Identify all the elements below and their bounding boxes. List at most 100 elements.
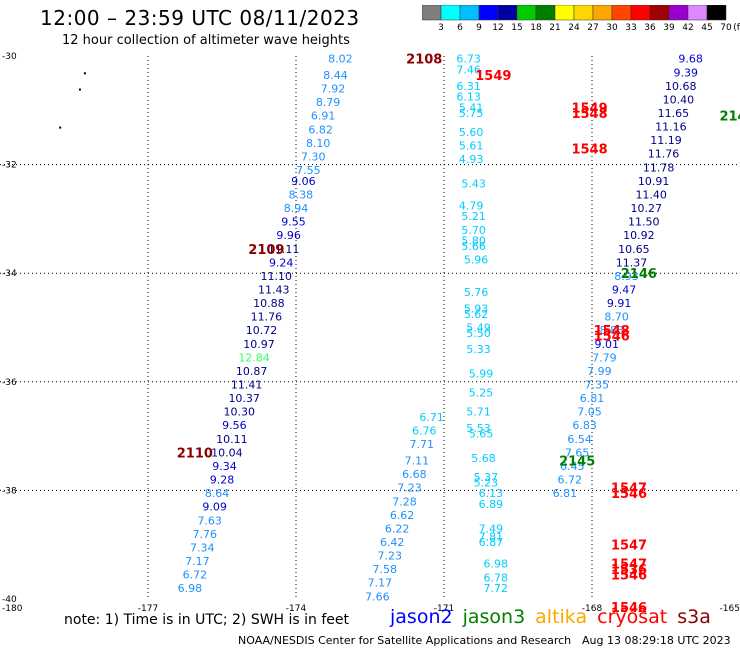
wave-height-point: 5.53 [466, 422, 491, 435]
wave-height-point: 6.72 [558, 474, 583, 487]
x-tick-label: -165 [720, 604, 740, 612]
wave-height-point: 6.73 [456, 53, 481, 66]
wave-height-point: 9.06 [291, 175, 316, 188]
wave-height-point: 7.23 [397, 482, 422, 495]
pass-time-label: 1547 [611, 539, 647, 554]
pass-time-label: 1549 [611, 607, 647, 612]
y-tick-label: -32 [2, 161, 17, 171]
wave-height-point: 7.76 [192, 528, 217, 541]
wave-height-point: 6.31 [456, 80, 481, 93]
wave-height-point: 9.34 [212, 460, 237, 473]
wave-height-point: 6.45 [560, 460, 585, 473]
wave-height-point: 6.22 [385, 522, 410, 535]
color-scale-tick: 45 [701, 23, 712, 33]
pass-time-label: 1546 [611, 487, 647, 502]
pass-time-label: 1546 [594, 330, 630, 345]
wave-height-point: 8.70 [604, 311, 629, 324]
wave-height-point: 5.50 [466, 327, 491, 340]
x-tick-label: -171 [434, 604, 454, 612]
wave-height-point: 11.10 [261, 270, 293, 283]
pass-time-label: 1549 [571, 102, 607, 117]
wave-height-point: 6.71 [419, 411, 444, 424]
wave-height-point: 9.24 [269, 256, 294, 269]
wave-height-point: 7.49 [479, 522, 504, 535]
page-title: 12:00 – 23:59 UTC 08/11/2023 [40, 6, 360, 30]
pass-time-label: 1547 [611, 558, 647, 573]
stray-point [59, 126, 62, 129]
wave-height-point: 6.78 [484, 571, 509, 584]
wave-height-point: 5.93 [464, 302, 489, 315]
wave-height-point: 10.97 [243, 338, 275, 351]
pass-time-label: 1536 [611, 563, 647, 578]
pass-time-label: 2108 [406, 53, 442, 68]
wave-height-point: 11.19 [650, 134, 682, 147]
pass-time-label: 2147 [719, 110, 740, 125]
wave-height-point: 7.17 [368, 577, 393, 590]
wave-height-point: 7.71 [410, 438, 435, 451]
wave-height-point: 7.17 [185, 555, 210, 568]
x-tick-label: -177 [138, 604, 158, 612]
wave-height-point: 6.54 [567, 433, 592, 446]
wave-height-point: 11.11 [268, 243, 300, 256]
wave-height-point: 6.68 [402, 468, 427, 481]
satellite-legend-entry: cryosat [597, 606, 668, 628]
pass-time-label: 1548 [571, 107, 607, 122]
wave-height-point: 4.79 [459, 199, 484, 212]
wave-height-point: 11.40 [635, 188, 667, 201]
wave-height-point: 5.43 [461, 178, 486, 191]
wave-height-point: 6.98 [484, 558, 509, 571]
x-tick-label: -180 [2, 604, 23, 612]
wave-height-point: 5.21 [461, 210, 486, 223]
wave-height-point: 7.11 [405, 455, 430, 468]
stray-point [78, 88, 81, 91]
wave-height-point: 6.81 [580, 392, 605, 405]
wave-height-point: 8.10 [306, 137, 331, 150]
wave-height-point: 9.96 [276, 229, 301, 242]
wave-height-point: 7.81 [479, 531, 504, 544]
wave-height-point: 7.35 [585, 379, 610, 392]
color-scale-swatch [706, 5, 727, 21]
x-tick-label: -174 [286, 604, 307, 612]
wave-height-point: 9.28 [210, 474, 235, 487]
wave-height-point: 5.70 [461, 224, 486, 237]
wave-height-point: 11.76 [648, 148, 680, 161]
wave-height-point: 7.79 [592, 351, 617, 364]
wave-height-point: 7.28 [392, 495, 417, 508]
wave-height-point: 11.16 [655, 121, 687, 134]
wave-height-point: 6.76 [412, 425, 437, 438]
y-tick-label: -38 [2, 486, 17, 496]
wave-height-point: 10.04 [211, 446, 243, 459]
wave-height-point: 11.41 [231, 379, 263, 392]
wave-height-point: 11.76 [251, 311, 283, 324]
wave-height-point: 9.55 [281, 216, 306, 229]
wave-height-point: 5.37 [474, 471, 499, 484]
credit-line: NOAA/NESDIS Center for Satellite Applica… [238, 634, 572, 647]
wave-height-point: 5.71 [466, 406, 491, 419]
wave-height-point: 10.72 [246, 324, 278, 337]
wave-height-point: 7.55 [296, 164, 321, 177]
wave-height-point: 6.91 [311, 110, 336, 123]
wave-height-point: 5.41 [459, 102, 484, 115]
wave-height-point: 10.65 [618, 243, 650, 256]
wave-height-point: 10.88 [253, 297, 285, 310]
wave-height-point: 7.99 [587, 365, 612, 378]
wave-height-point: 6.83 [572, 419, 597, 432]
wave-height-point: 10.92 [623, 229, 655, 242]
color-scale-tick: 21 [549, 23, 560, 33]
satellite-legend: jason2 jason3 altika cryosat s3a [390, 606, 721, 628]
wave-height-point: 9.01 [595, 338, 620, 351]
wave-height-point: 10.87 [236, 365, 268, 378]
wave-height-point: 6.81 [553, 487, 578, 500]
color-scale-bar [422, 5, 727, 21]
pass-time-label: 2109 [248, 243, 284, 258]
pass-time-label: 2110 [177, 446, 213, 461]
wave-height-point: 6.98 [178, 582, 203, 595]
wave-height-point: 7.72 [484, 582, 509, 595]
color-scale-tick: 27 [587, 23, 598, 33]
wave-height-point: 7.23 [377, 550, 402, 563]
y-tick-label: -30 [2, 52, 17, 62]
pass-time-label: 1546 [611, 569, 647, 584]
wave-height-point: 5.60 [459, 126, 484, 139]
pass-time-label: 1549 [475, 69, 511, 84]
satellite-legend-entry: jason2 [390, 606, 453, 628]
